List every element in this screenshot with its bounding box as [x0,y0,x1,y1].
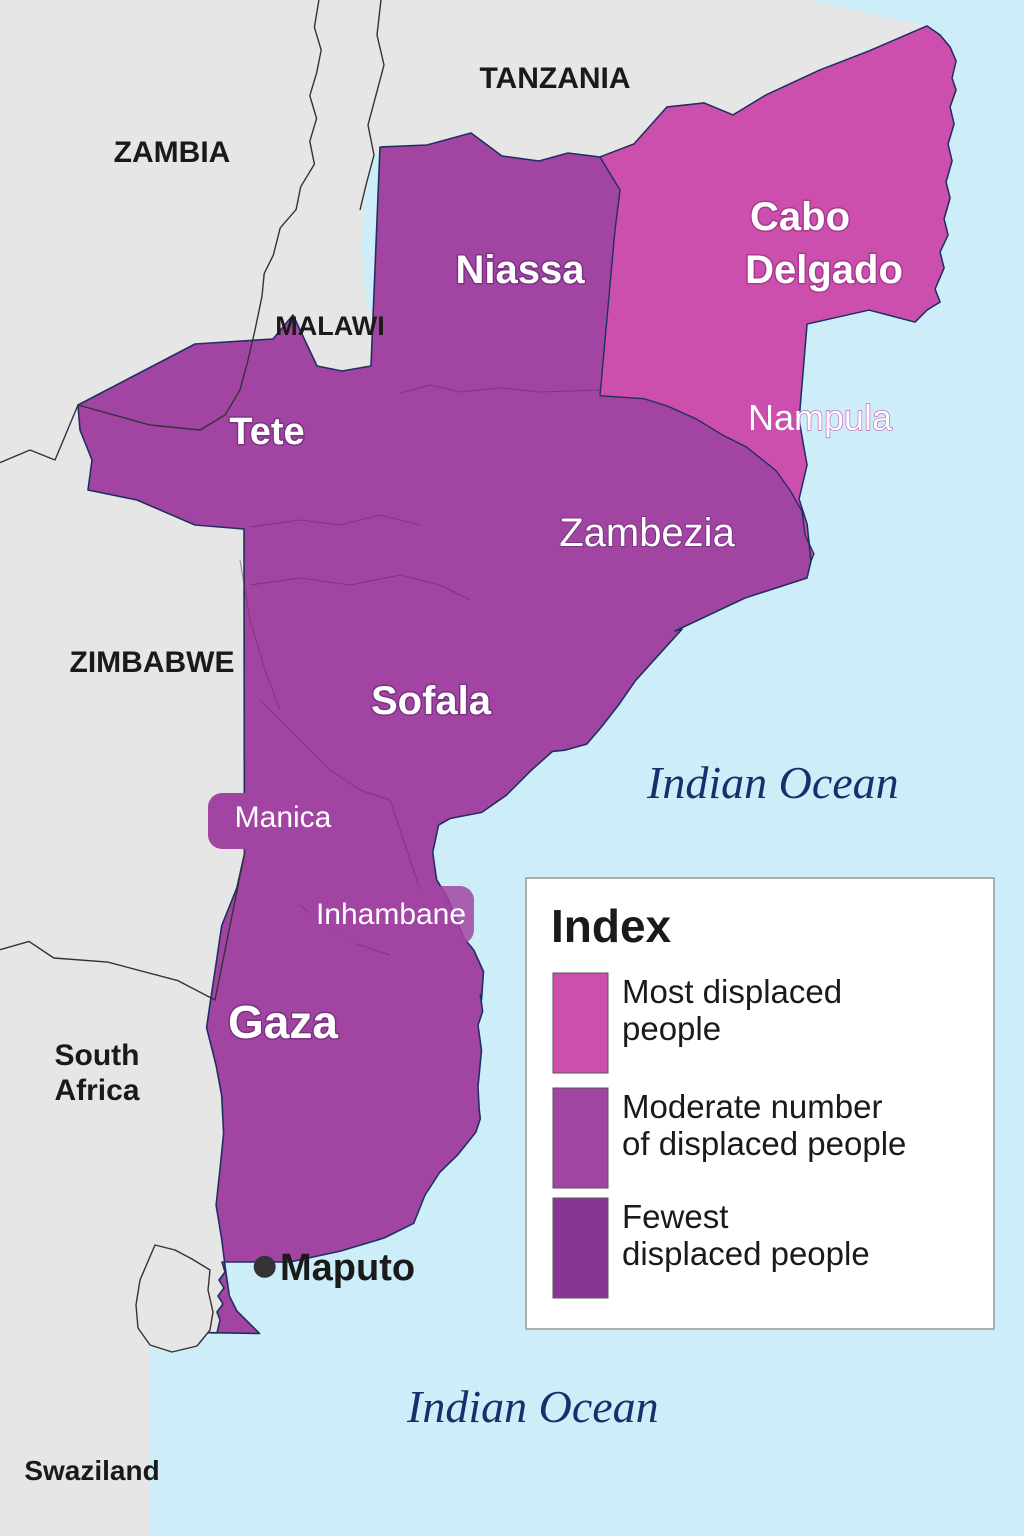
svg-text:Niassa: Niassa [456,248,586,292]
svg-text:MALAWI: MALAWI [275,311,384,341]
svg-text:ZAMBIA: ZAMBIA [114,136,231,169]
svg-text:displaced people: displaced people [622,1235,870,1272]
svg-text:Indian Ocean: Indian Ocean [406,1381,659,1432]
svg-text:Africa: Africa [54,1074,139,1107]
svg-text:Sofala: Sofala [371,679,492,723]
svg-text:South: South [55,1039,140,1072]
svg-text:Most displaced: Most displaced [622,973,842,1010]
svg-text:ZIMBABWE: ZIMBABWE [70,646,235,679]
svg-text:Tete: Tete [229,411,304,453]
svg-text:Inhambane: Inhambane [316,898,466,931]
svg-text:Maputo: Maputo [280,1247,415,1289]
svg-text:TANZANIA: TANZANIA [479,62,630,95]
svg-text:Swaziland: Swaziland [24,1455,159,1486]
svg-text:Cabo: Cabo [750,195,850,239]
svg-text:Nampula: Nampula [748,397,893,438]
svg-text:Zambezia: Zambezia [559,511,735,555]
svg-text:Index: Index [551,900,672,952]
svg-text:Fewest: Fewest [622,1198,728,1235]
svg-text:Delgado: Delgado [745,248,903,292]
svg-text:Gaza: Gaza [228,996,338,1048]
svg-text:Moderate number: Moderate number [622,1088,882,1125]
svg-text:people: people [622,1010,721,1047]
svg-text:of displaced people: of displaced people [622,1125,906,1162]
svg-text:Indian Ocean: Indian Ocean [646,757,899,808]
svg-text:Manica: Manica [235,801,332,834]
